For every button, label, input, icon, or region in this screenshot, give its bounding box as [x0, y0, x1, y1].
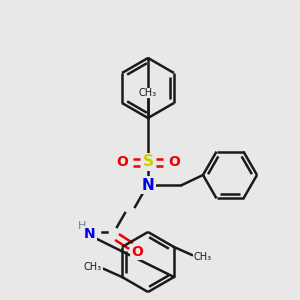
- Text: N: N: [84, 227, 96, 241]
- Text: CH₃: CH₃: [139, 88, 157, 98]
- Text: S: S: [142, 154, 154, 169]
- Text: N: N: [142, 178, 154, 193]
- Text: CH₃: CH₃: [194, 252, 212, 262]
- Text: H: H: [78, 221, 86, 231]
- Text: O: O: [116, 155, 128, 169]
- Text: O: O: [168, 155, 180, 169]
- Text: CH₃: CH₃: [84, 262, 102, 272]
- Text: O: O: [131, 245, 143, 259]
